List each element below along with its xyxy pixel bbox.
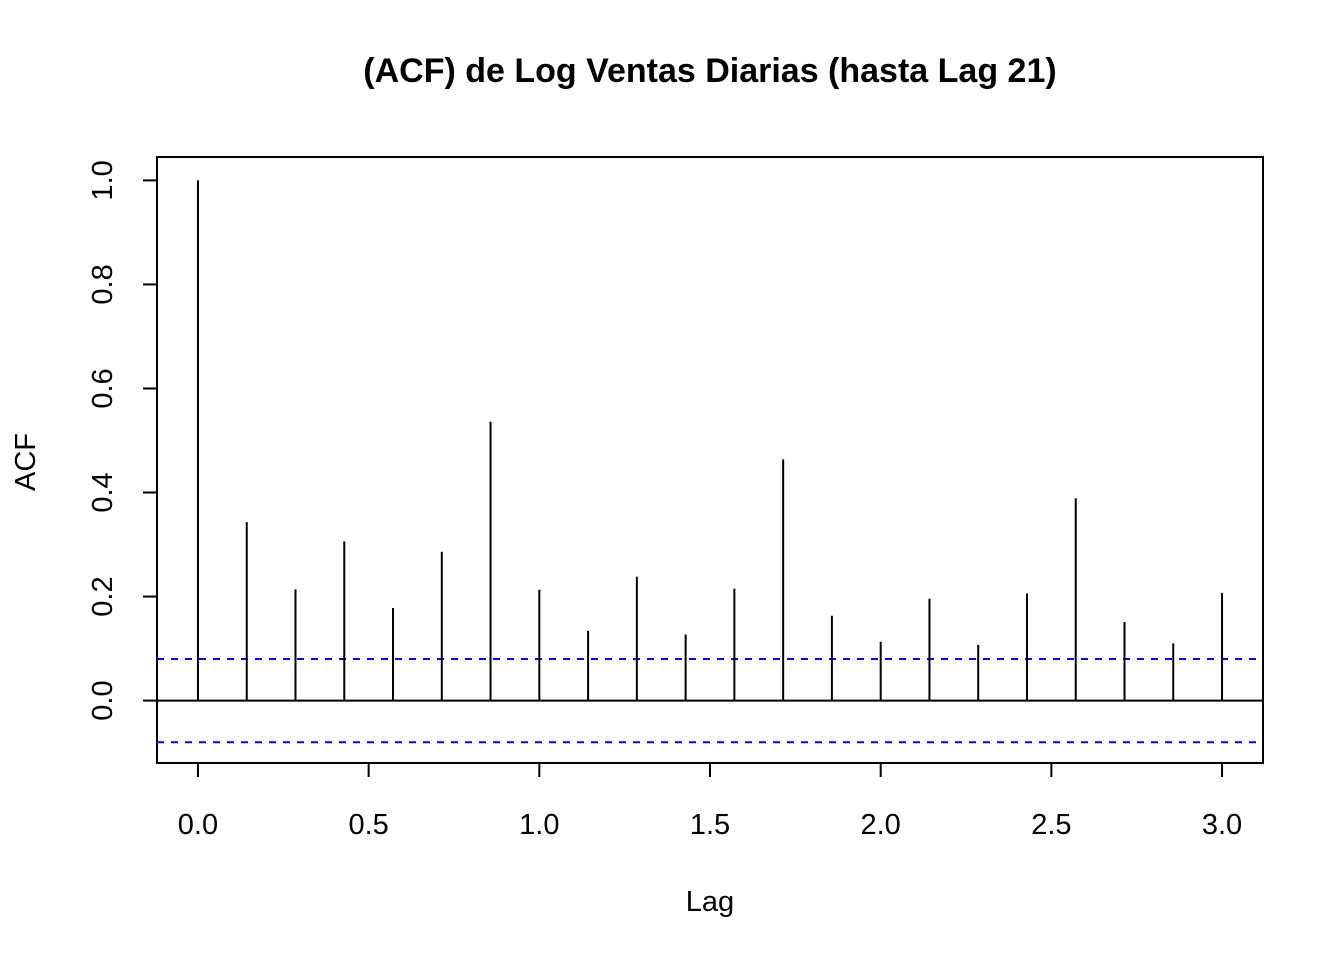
x-tick-label: 0.0 — [178, 809, 218, 841]
x-tick-label: 1.5 — [690, 809, 730, 841]
y-tick-label: 0.6 — [87, 368, 119, 408]
x-tick-label: 3.0 — [1202, 809, 1242, 841]
plot-frame — [156, 156, 1264, 764]
y-tick-label: 0.4 — [87, 472, 119, 512]
chart-title: (ACF) de Log Ventas Diarias (hasta Lag 2… — [363, 52, 1056, 90]
y-tick-label: 0.8 — [87, 264, 119, 304]
x-tick-label: 1.0 — [519, 809, 559, 841]
acf-stems — [196, 180, 1224, 701]
y-axis-label: ACF — [10, 433, 42, 491]
x-axis: 0.0 0.5 1.0 1.5 2.0 2.5 3.0 — [178, 762, 1242, 841]
y-axis: 0.0 0.2 0.4 0.6 0.8 1.0 — [87, 160, 158, 721]
x-axis-label: Lag — [686, 886, 734, 918]
x-tick-label: 2.0 — [861, 809, 901, 841]
x-tick-label: 2.5 — [1031, 809, 1071, 841]
confidence-bounds — [157, 657, 1263, 744]
y-tick-label: 0.2 — [87, 576, 119, 616]
x-tick-label: 0.5 — [348, 809, 388, 841]
y-tick-label: 1.0 — [87, 160, 119, 200]
y-tick-label: 0.0 — [87, 680, 119, 720]
